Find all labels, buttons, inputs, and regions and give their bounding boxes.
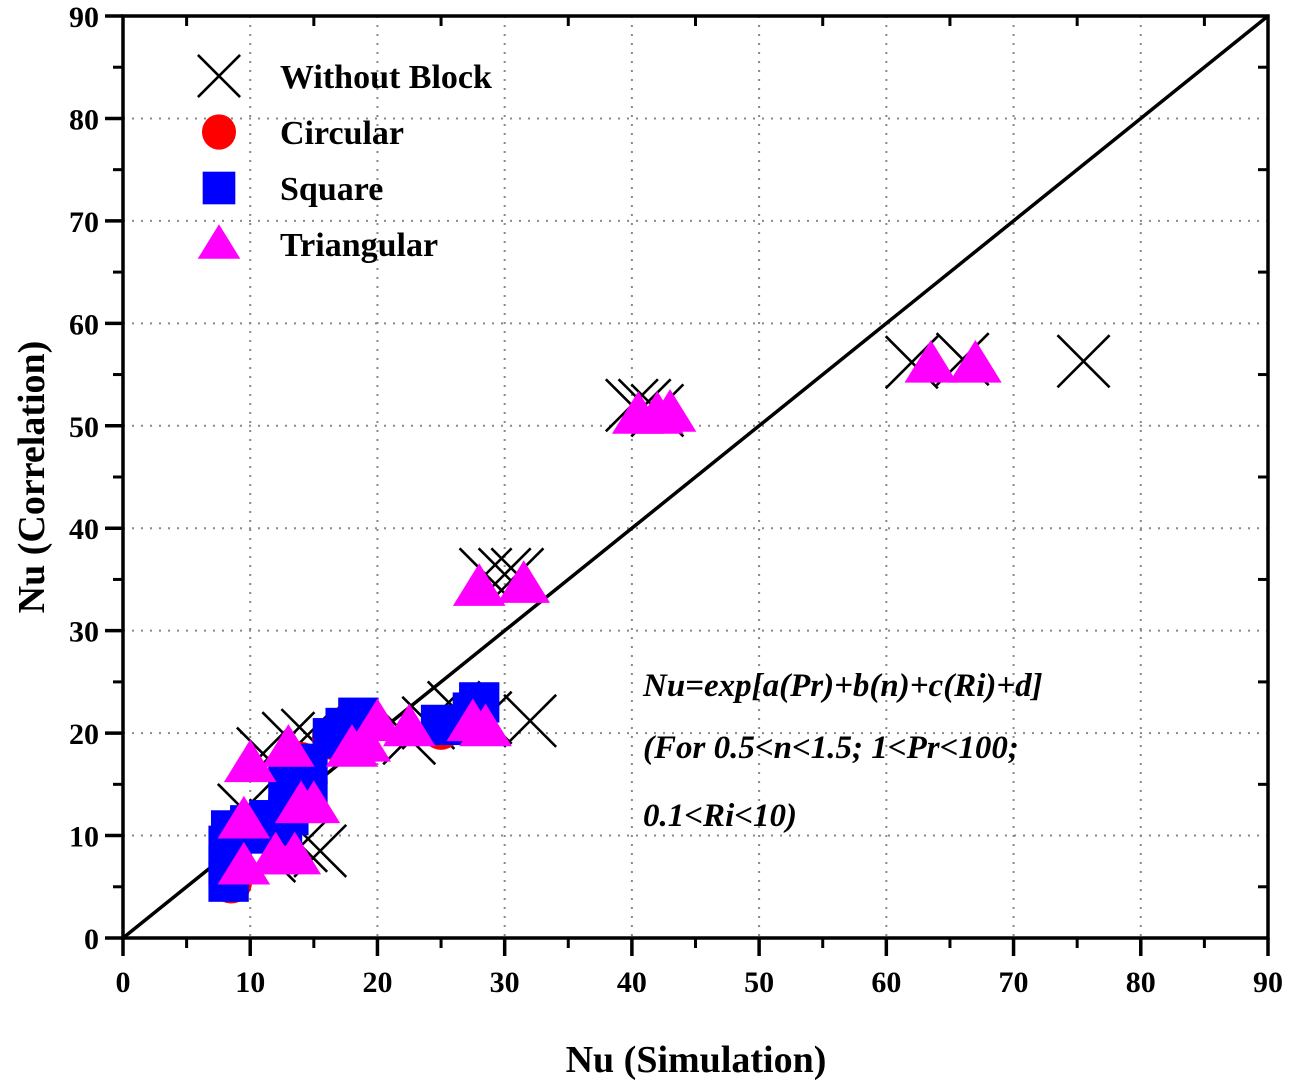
y-axis-title: Nu (Correlation) [11,341,53,614]
data-point [217,795,271,839]
data-point [643,389,697,432]
legend-label: Square [280,171,383,208]
data-point [223,739,277,783]
y-tick-label: 0 [84,923,99,956]
x-tick-label: 90 [1253,966,1283,999]
legend: Without Block Circular Square Triangular [197,54,492,264]
annotation-line-1: Nu=exp[a(Pr)+b(n)+c(Ri)+d] [642,668,1043,704]
data-points [208,332,1111,904]
data-point [268,831,322,875]
data-point [904,339,958,383]
x-tick-label: 10 [235,966,265,999]
x-axis-title: Nu (Simulation) [566,1039,827,1081]
marker-stroke [197,54,241,98]
data-point [382,703,436,747]
x-tick-label: 0 [116,966,131,999]
axes [105,14,1270,956]
x-tick-label: 30 [490,966,520,999]
x-tick-label: 80 [1126,966,1156,999]
y-tick-label: 90 [69,1,99,34]
y-tick-label: 80 [69,103,99,136]
legend-item-circular: Circular [202,114,404,152]
legend-item-without-block: Without Block [197,54,492,98]
data-point [497,560,551,603]
legend-marker [197,224,241,259]
legend-label: Triangular [280,227,438,264]
marker-stroke [1056,334,1111,389]
correlation-annotation: Nu=exp[a(Pr)+b(n)+c(Ri)+d] (For 0.5<n<1.… [642,668,1043,834]
y-tick-label: 20 [69,718,99,751]
data-point [287,780,341,824]
y-tick-label: 40 [69,513,99,546]
y-tick-label: 10 [69,821,99,854]
y-tick-label: 50 [69,411,99,444]
x-tick-label: 60 [871,966,901,999]
data-point [949,339,1002,383]
x-tick-label: 50 [744,966,774,999]
legend-item-square: Square [202,171,383,208]
annotation-line-3: 0.1<Ri<10) [643,798,797,834]
legend-item-triangular: Triangular [197,224,438,264]
series-triangular [217,339,1002,885]
legend-label: Circular [280,115,404,152]
legend-marker [202,171,236,205]
legend-marker [197,54,241,98]
tick-labels: 0 10 20 30 40 50 60 70 80 90 0 10 20 30 40 50 60 70 80 90 [69,1,1283,999]
x-tick-label: 40 [617,966,647,999]
x-tick-label: 20 [362,966,392,999]
data-point [1056,334,1111,389]
y-tick-label: 70 [69,206,99,239]
data-point [459,703,512,747]
data-point [351,698,404,742]
marker-stroke [503,693,558,748]
legend-marker [202,114,236,150]
legend-label: Without Block [280,59,492,96]
data-point [262,724,315,767]
x-tick-label: 70 [999,966,1029,999]
annotation-line-2: (For 0.5<n<1.5; 1<Pr<100; [643,730,1019,766]
y-tick-label: 30 [69,616,99,649]
data-point [503,693,558,748]
data-point [452,563,506,606]
y-tick-label: 60 [69,308,99,341]
